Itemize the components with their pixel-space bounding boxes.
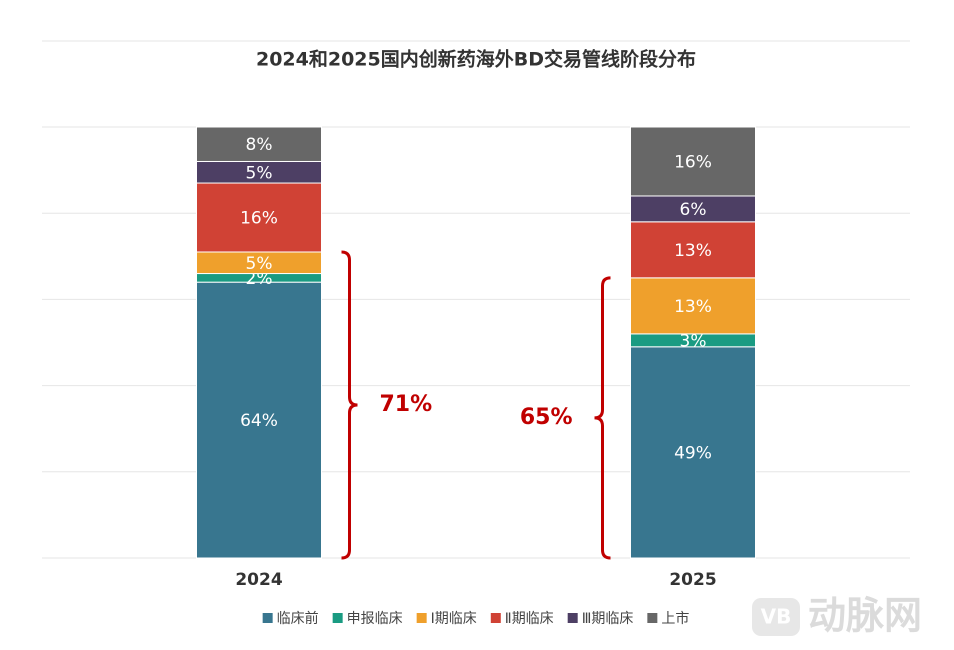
bar-segment <box>630 277 756 335</box>
bar-segment <box>630 126 756 197</box>
legend-label: 临床前 <box>277 610 319 627</box>
legend-swatch <box>567 613 578 623</box>
legend-label: Ⅰ期临床 <box>431 611 477 627</box>
data-label: 5% <box>246 163 273 183</box>
data-label: 8% <box>246 135 273 155</box>
legend-swatch <box>262 613 273 623</box>
data-label: 13% <box>674 241 712 261</box>
data-label: 6% <box>680 200 707 220</box>
x-tick-label: 2025 <box>669 570 716 590</box>
legend-swatch <box>332 613 343 623</box>
legend-swatch <box>490 613 501 623</box>
chart-title: 2024和2025国内创新药海外BD交易管线阶段分布 <box>256 48 696 71</box>
bar-segment <box>196 182 322 253</box>
data-label: 16% <box>674 152 712 172</box>
annotation-label: 65% <box>520 405 573 430</box>
annotation-label: 71% <box>380 392 433 417</box>
data-label: 13% <box>674 297 712 317</box>
data-label: 49% <box>674 443 712 463</box>
annotation-brace <box>341 250 358 560</box>
data-label: 64% <box>240 411 278 431</box>
watermark-text: 动脉网 <box>808 594 922 638</box>
bar-segment <box>630 195 756 223</box>
legend-swatch <box>416 613 427 623</box>
bar-segment <box>630 346 756 559</box>
data-label: 5% <box>246 254 273 274</box>
bar-segment <box>196 126 322 162</box>
legend: 临床前 申报临床 Ⅰ期临床 Ⅱ期临床 Ⅲ期临床 上市 <box>262 610 689 627</box>
annotation-brace <box>594 276 611 560</box>
legend-label: 申报临床 <box>347 611 403 627</box>
legend-swatch <box>647 613 658 623</box>
legend-label: Ⅱ期临床 <box>505 611 554 627</box>
legend-label: Ⅲ期临床 <box>582 611 634 627</box>
legend-label: 上市 <box>661 610 689 627</box>
watermark-logo: VB <box>761 605 792 629</box>
watermark: VB 动脉网 <box>752 594 922 638</box>
data-label: 3% <box>680 331 707 351</box>
watermark-logo-box <box>752 598 800 636</box>
bar-segment <box>630 221 756 279</box>
x-tick-label: 2024 <box>235 570 282 590</box>
data-label: 16% <box>240 209 278 229</box>
